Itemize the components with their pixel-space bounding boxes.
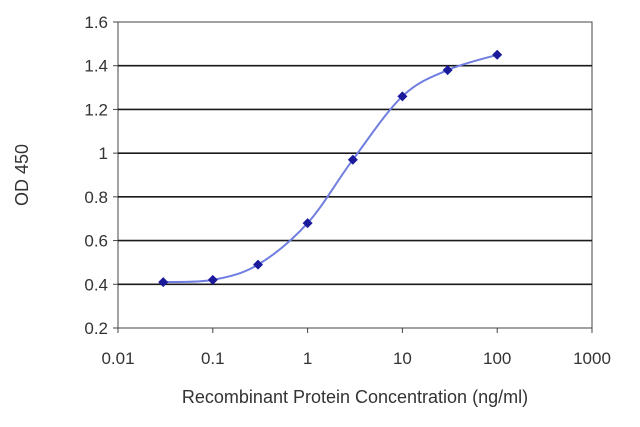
y-tick-label: 1	[99, 144, 108, 163]
x-tick-label: 1	[303, 349, 312, 368]
y-tick-label: 0.4	[84, 275, 108, 294]
data-point	[158, 277, 169, 288]
y-tick-label: 0.8	[84, 188, 108, 207]
y-tick-label: 0.6	[84, 232, 108, 251]
data-point	[492, 49, 503, 60]
y-tick-label: 0.2	[84, 319, 108, 338]
x-tick-label: 10	[393, 349, 412, 368]
x-tick-labels: 0.01 0.1 1 10 100 1000	[101, 328, 611, 368]
data-point	[302, 218, 313, 229]
x-tick-label: 0.01	[101, 349, 134, 368]
x-tick-label: 1000	[573, 349, 611, 368]
data-point	[253, 259, 264, 270]
x-axis-title: Recombinant Protein Concentration (ng/ml…	[182, 387, 528, 407]
y-tick-label: 1.2	[84, 100, 108, 119]
y-axis-title: OD 450	[12, 144, 32, 206]
grid-lines	[118, 64, 592, 286]
data-point	[207, 274, 218, 285]
data-point	[397, 91, 408, 102]
series-line	[163, 53, 498, 284]
y-tick-label: 1.6	[84, 13, 108, 32]
x-tick-label: 0.1	[201, 349, 225, 368]
data-point	[347, 154, 358, 165]
y-tick-labels: 0.2 0.4 0.6 0.8 1 1.2 1.4 1.6	[84, 13, 118, 338]
y-tick-label: 1.4	[84, 57, 108, 76]
data-point	[442, 65, 453, 76]
x-tick-label: 100	[483, 349, 511, 368]
data-series	[158, 49, 503, 288]
plot-frame	[117, 21, 593, 329]
